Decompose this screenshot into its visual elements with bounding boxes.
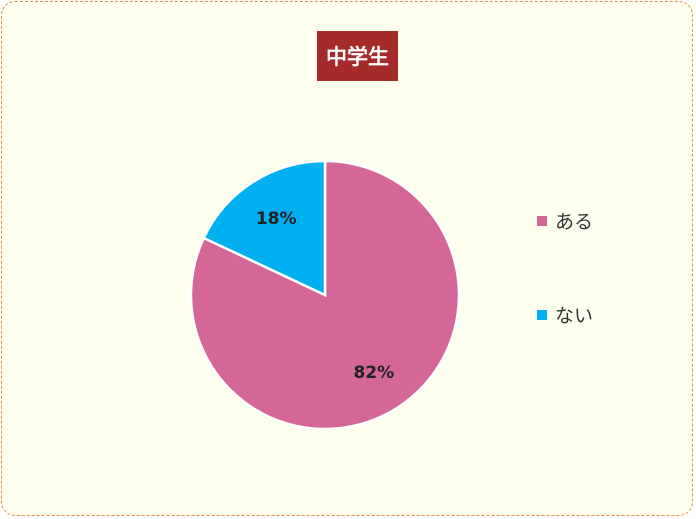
legend-swatch	[537, 309, 547, 320]
pie-slice-1	[202, 159, 327, 297]
data-label-0: 82%	[353, 363, 394, 383]
legend-label: ない	[555, 305, 594, 327]
legend-item-0: ある	[537, 207, 593, 234]
legend-label: ある	[555, 211, 594, 233]
legend-item-1: ない	[537, 301, 593, 328]
chart-title: 中学生	[317, 31, 398, 81]
legend-swatch	[537, 215, 547, 226]
data-label-1: 18%	[256, 209, 297, 229]
